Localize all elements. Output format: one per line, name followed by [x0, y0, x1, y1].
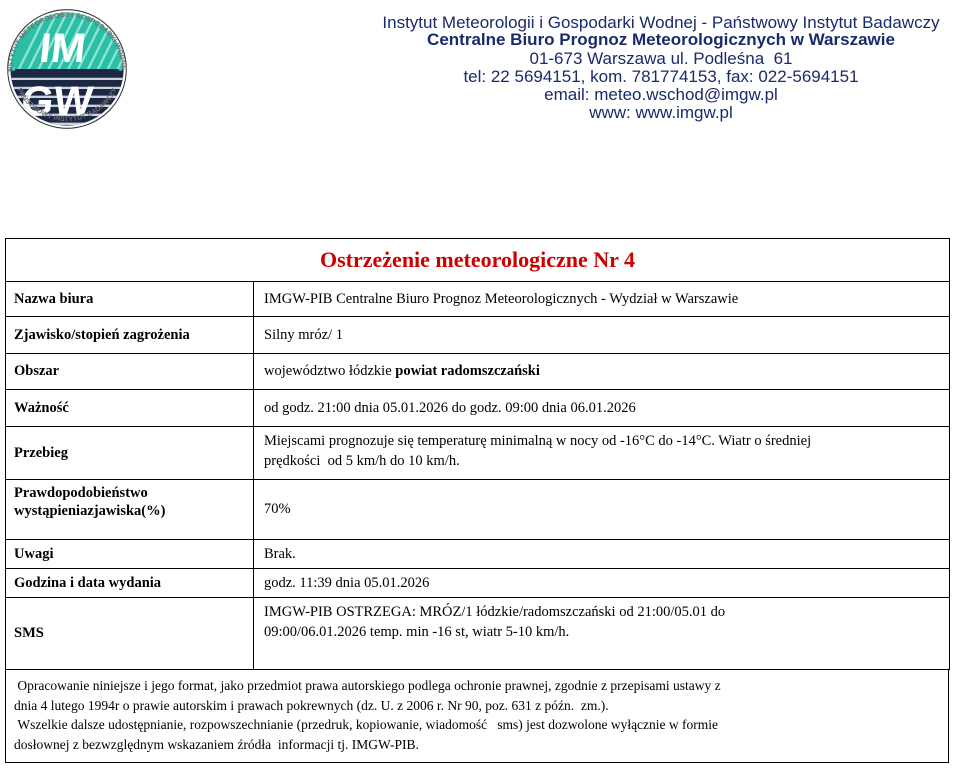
- svg-text:IM: IM: [37, 24, 88, 71]
